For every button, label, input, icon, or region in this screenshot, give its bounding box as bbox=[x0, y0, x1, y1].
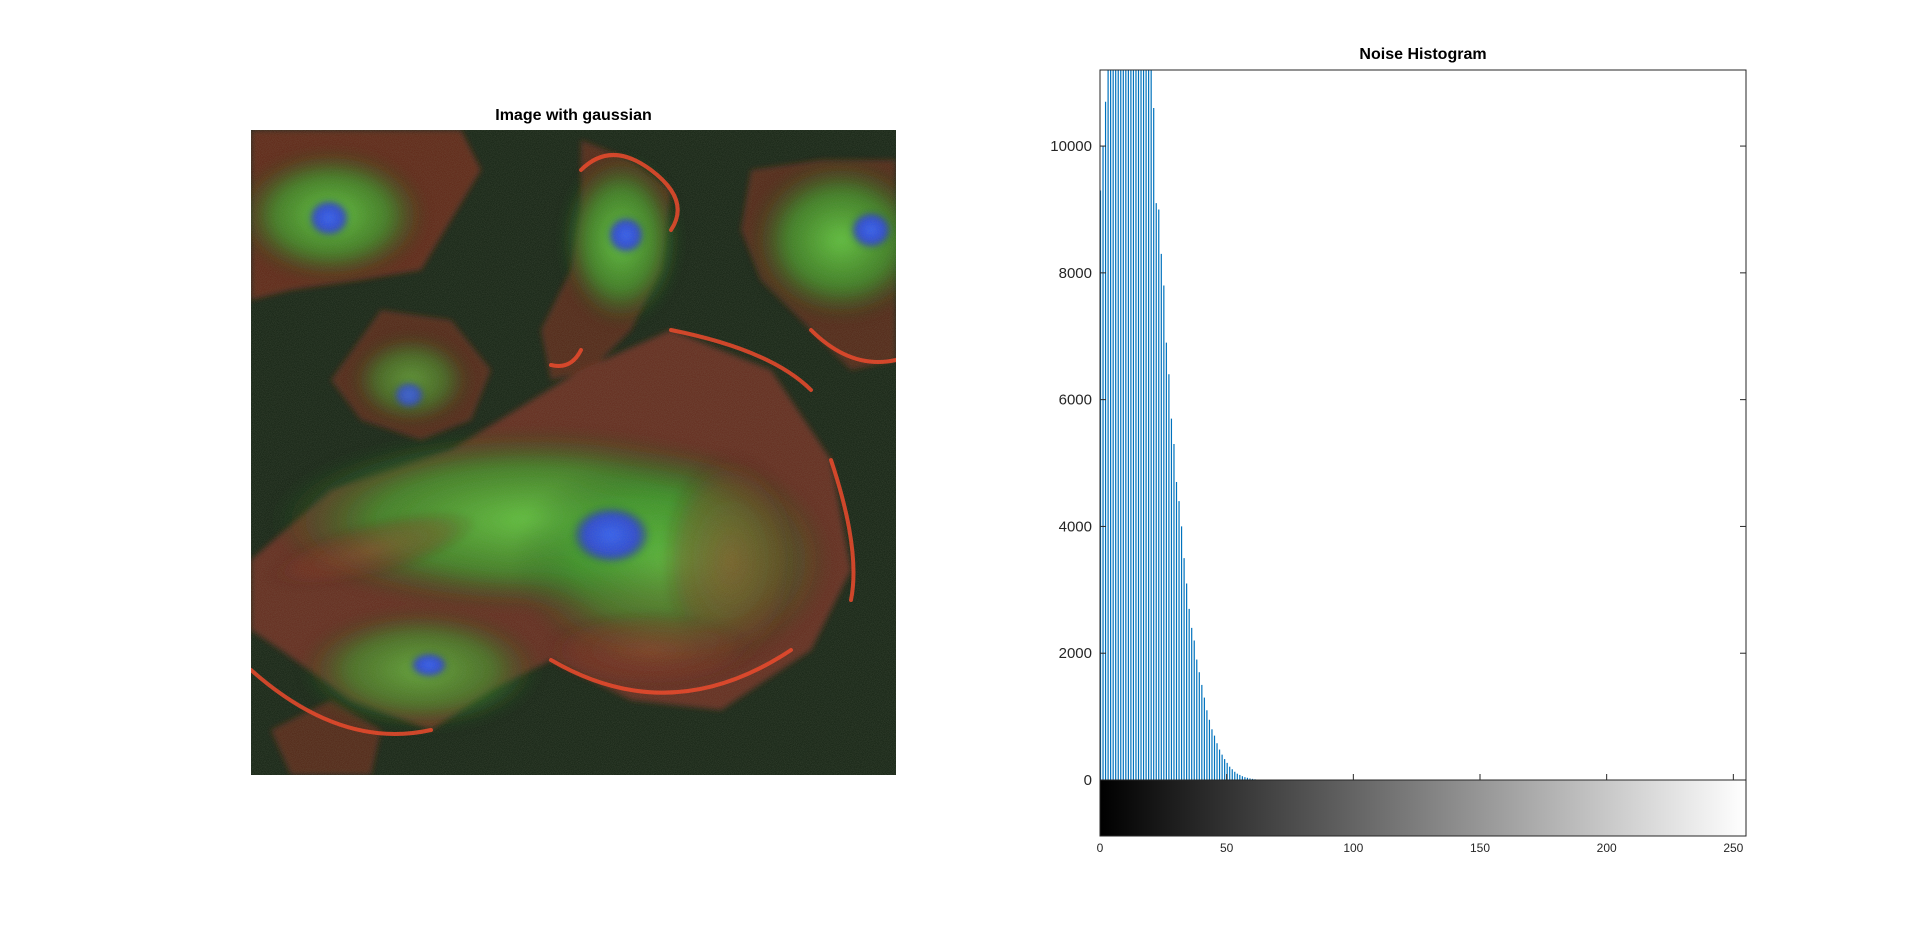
y-tick-label: 2000 bbox=[1059, 645, 1092, 662]
y-tick-label: 10000 bbox=[1050, 138, 1092, 155]
colorbar-gradient bbox=[1099, 779, 1747, 837]
x-tick-label: 200 bbox=[1597, 841, 1617, 855]
fluorescence-cell-image bbox=[251, 130, 896, 775]
image-title: Image with gaussian bbox=[495, 107, 652, 124]
y-tick-label: 0 bbox=[1084, 772, 1092, 789]
y-tick-label: 4000 bbox=[1059, 518, 1092, 535]
y-tick-label: 6000 bbox=[1059, 392, 1092, 409]
x-tick-label: 150 bbox=[1470, 841, 1490, 855]
x-tick-label: 250 bbox=[1723, 841, 1743, 855]
y-axis: 0 2000 4000 6000 8000 10000 bbox=[1050, 138, 1746, 789]
x-axis: 0 50 100 150 200 250 bbox=[1097, 774, 1744, 855]
x-tick-label: 50 bbox=[1220, 841, 1234, 855]
noisy-microscopy-image bbox=[251, 130, 896, 775]
histogram-title: Noise Histogram bbox=[1359, 46, 1487, 63]
x-tick-label: 100 bbox=[1343, 841, 1363, 855]
histogram-bars bbox=[1099, 70, 1746, 781]
x-tick-label: 0 bbox=[1097, 841, 1104, 855]
y-tick-label: 8000 bbox=[1059, 265, 1092, 282]
grayscale-colorbar bbox=[1099, 779, 1747, 837]
